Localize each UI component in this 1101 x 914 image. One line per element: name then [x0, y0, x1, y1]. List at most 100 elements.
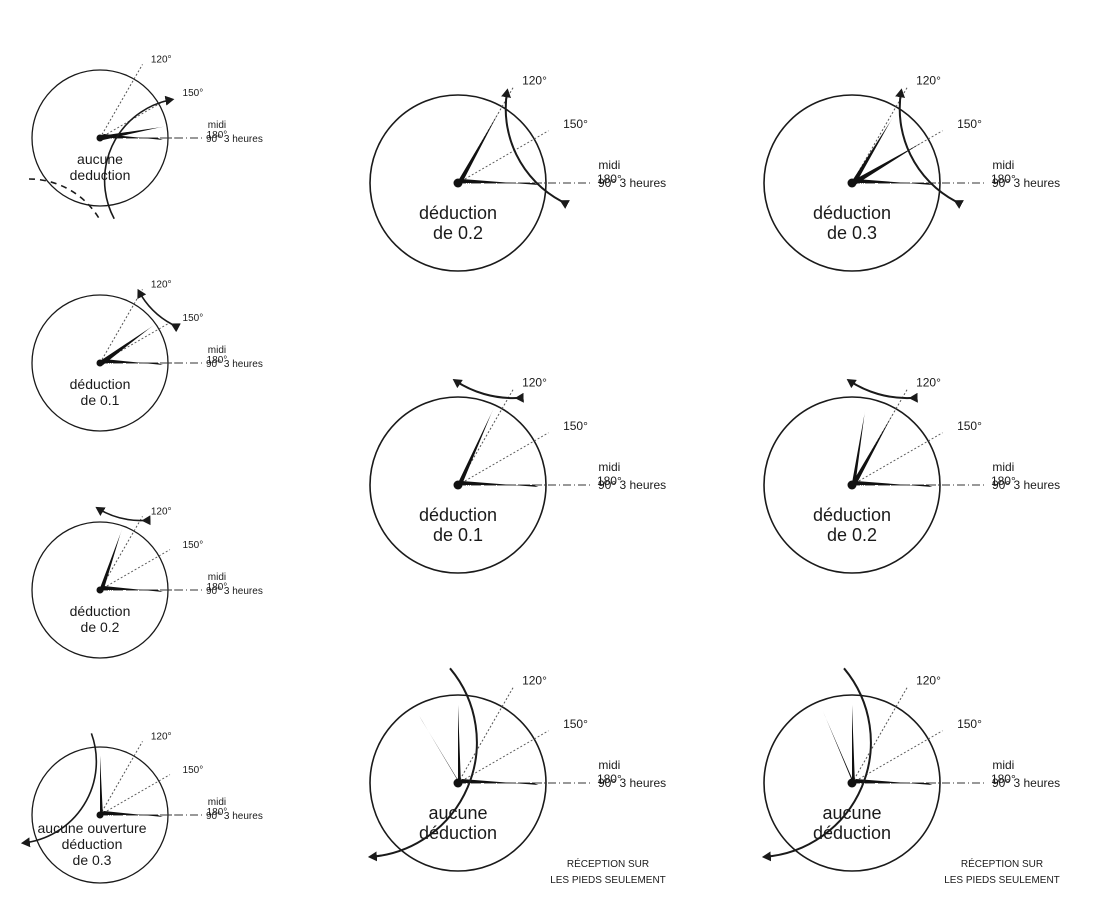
rotation-arrow — [846, 378, 918, 403]
leg — [100, 749, 103, 817]
leg — [100, 126, 165, 140]
label-120: 120° — [151, 506, 172, 517]
label-180: 180° — [597, 772, 622, 786]
label-90-3-heures: 90° 3 heures — [598, 478, 666, 492]
torso — [97, 811, 163, 817]
gymnast-figure — [97, 325, 163, 365]
caption-line: de 0.2 — [827, 525, 877, 545]
line-150 — [851, 432, 943, 486]
caption-line: de 0.1 — [81, 392, 120, 408]
caption-line: déduction — [813, 505, 891, 525]
pivot-dot — [96, 811, 104, 819]
line-150 — [457, 130, 549, 184]
gymnast-figure — [455, 408, 539, 487]
leg — [852, 412, 894, 487]
line-120 — [99, 741, 143, 816]
label-150: 150° — [957, 419, 982, 433]
pivot-dot — [453, 178, 463, 188]
rotation-arrow-dashed — [28, 178, 101, 221]
caption-line: de 0.3 — [73, 852, 112, 868]
line-120 — [99, 64, 143, 139]
line-150 — [99, 774, 171, 816]
torso — [849, 779, 933, 785]
pivot-dot — [453, 480, 463, 490]
label-120: 120° — [522, 375, 547, 389]
caption-line: de 0.3 — [827, 223, 877, 243]
label-120: 120° — [916, 73, 941, 87]
torso — [455, 481, 539, 487]
label-reception-sur: RÉCEPTION SUR — [567, 857, 649, 870]
caption-line: déduction — [419, 823, 497, 843]
leg — [852, 408, 866, 487]
label-midi: midi — [598, 460, 620, 474]
caption-line: aucune ouverture — [38, 820, 147, 836]
leg — [100, 528, 123, 592]
label-90-3-heures: 90° 3 heures — [206, 811, 263, 822]
caption-line: déduction — [70, 376, 131, 392]
rotation-arrow — [761, 667, 872, 862]
rotation-arrow — [103, 95, 175, 220]
label-midi: midi — [208, 572, 226, 583]
label-180: 180° — [207, 582, 228, 593]
label-180: 180° — [207, 807, 228, 818]
label-150: 150° — [183, 765, 204, 776]
caption-line: déduction — [813, 823, 891, 843]
label-120: 120° — [151, 54, 172, 65]
pivot-dot — [453, 778, 463, 788]
label-120: 120° — [522, 73, 547, 87]
leg — [458, 699, 461, 785]
label-120: 120° — [916, 375, 941, 389]
label-midi: midi — [598, 158, 620, 172]
caption-line: déduction — [419, 203, 497, 223]
torso — [849, 481, 933, 487]
label-120: 120° — [151, 731, 172, 742]
caption-line: déduction — [813, 203, 891, 223]
label-reception-sur: RÉCEPTION SUR — [961, 857, 1043, 870]
gymnast-figure — [849, 408, 933, 487]
label-90-3-heures: 90° 3 heures — [206, 359, 263, 370]
line-150 — [99, 97, 171, 139]
label-150: 150° — [183, 88, 204, 99]
label-180: 180° — [991, 172, 1016, 186]
caption-line: de 0.2 — [81, 619, 120, 635]
gymnast-figure — [97, 749, 163, 817]
torso — [849, 179, 933, 185]
label-150: 150° — [563, 419, 588, 433]
label-90-3-heures: 90° 3 heures — [992, 176, 1060, 190]
label-midi: midi — [598, 758, 620, 772]
caption-line: aucune — [822, 803, 881, 823]
line-120 — [851, 687, 908, 784]
label-90-3-heures: 90° 3 heures — [992, 478, 1060, 492]
torso — [97, 359, 163, 365]
gymnast-figure — [419, 699, 539, 785]
line-150 — [457, 432, 549, 486]
label-180: 180° — [991, 474, 1016, 488]
rotation-arrow — [95, 506, 151, 526]
label-90-3-heures: 90° 3 heures — [206, 586, 263, 597]
caption-line: aucune — [428, 803, 487, 823]
pivot-dot — [847, 178, 857, 188]
label-90-3-heures: 90° 3 heures — [598, 176, 666, 190]
caption-line: aucune — [77, 151, 123, 167]
label-150: 150° — [563, 717, 588, 731]
caption-line: de 0.2 — [433, 223, 483, 243]
line-150 — [99, 549, 171, 591]
torso — [455, 179, 539, 185]
label-midi: midi — [992, 460, 1014, 474]
pivot-dot — [847, 778, 857, 788]
gymnast-figure — [97, 528, 163, 592]
label-180: 180° — [991, 772, 1016, 786]
label-150: 150° — [957, 117, 982, 131]
label-90-3-heures: 90° 3 heures — [992, 776, 1060, 790]
torso — [97, 586, 163, 592]
caption-line: déduction — [62, 836, 123, 852]
pivot-dot — [96, 359, 104, 367]
